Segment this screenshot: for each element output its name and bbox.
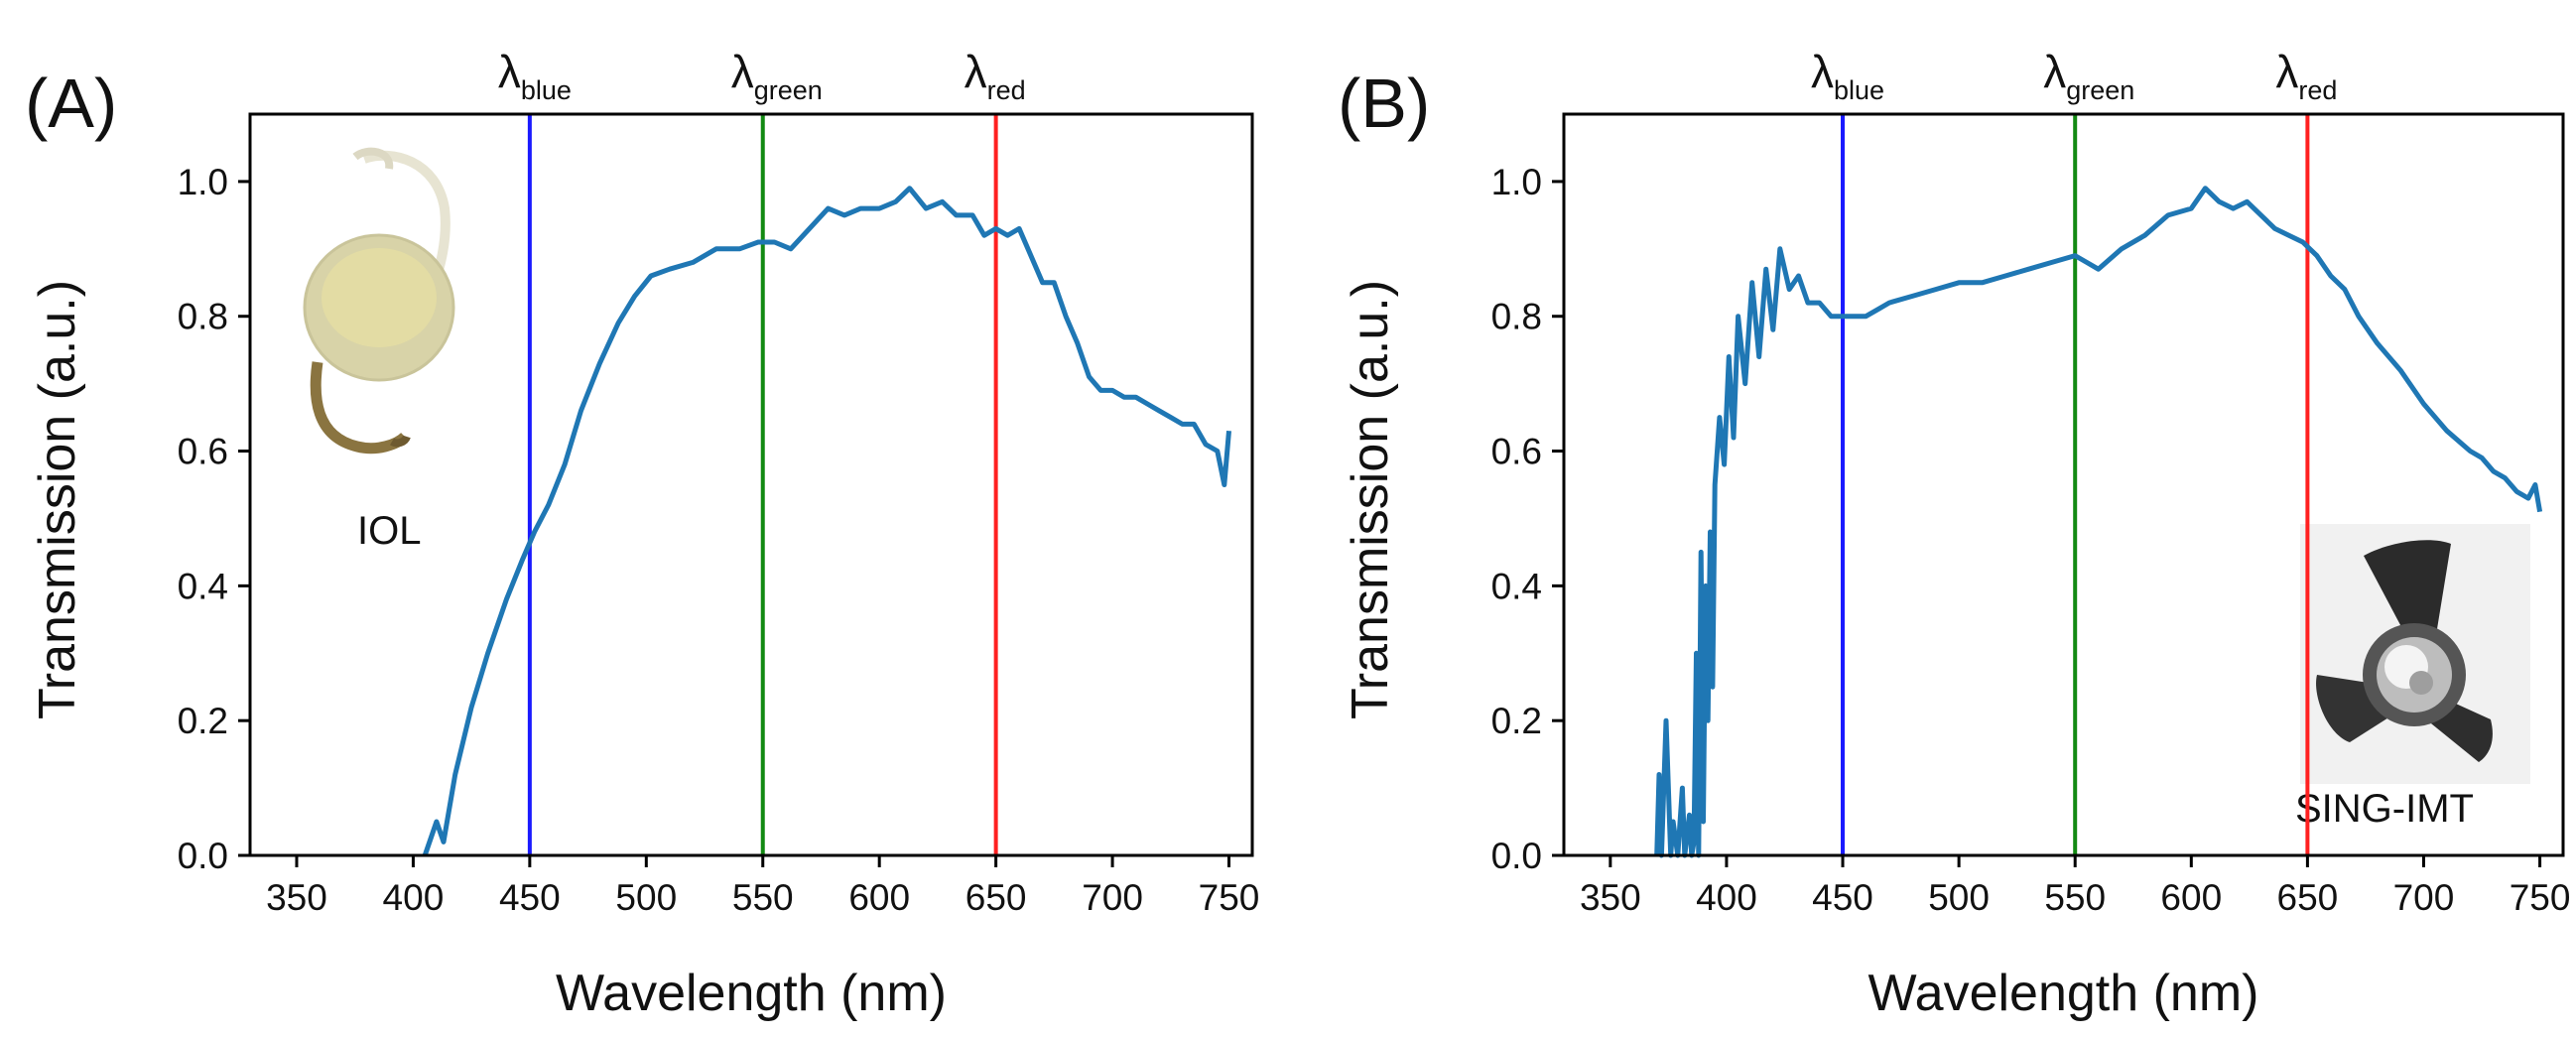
- y-axis-label-a: Transmission (a.u.): [29, 280, 86, 719]
- y-tick-label-b: 1.0: [1491, 162, 1542, 202]
- ref-label-blue-a: λblue: [498, 46, 572, 105]
- y-tick-label-b: 0.4: [1491, 566, 1542, 606]
- lambda-sub-green-b: green: [2066, 75, 2134, 105]
- x-tick-label-a: 350: [266, 877, 327, 918]
- x-tick-label-a: 450: [499, 877, 561, 918]
- lambda-sub-blue-b: blue: [1834, 75, 1884, 105]
- x-tick-label-b: 650: [2277, 877, 2339, 918]
- y-tick-label-a: 0.4: [178, 566, 228, 606]
- inset-label-iol: IOL: [357, 509, 421, 553]
- x-tick-label-a: 550: [732, 877, 794, 918]
- x-tick-label-b: 550: [2044, 877, 2106, 918]
- x-tick-label-a: 600: [848, 877, 910, 918]
- y-tick-label-a: 0.0: [178, 836, 228, 876]
- lambda-symbol-blue-a: λ: [498, 46, 521, 97]
- intraocular-lens-icon: [303, 147, 455, 454]
- panel-a-label: (A): [25, 65, 117, 142]
- ref-label-blue-b: λblue: [1811, 46, 1884, 105]
- x-axis-label-a: Wavelength (nm): [556, 965, 947, 1022]
- y-tick-label-a: 0.6: [178, 432, 228, 472]
- y-tick-label-b: 0.8: [1491, 297, 1542, 337]
- x-tick-label-a: 500: [615, 877, 677, 918]
- panel-b-label: (B): [1338, 65, 1430, 142]
- x-tick-label-b: 600: [2160, 877, 2222, 918]
- ref-label-red-a: λred: [965, 46, 1026, 105]
- y-tick-label-b: 0.0: [1491, 836, 1542, 876]
- x-tick-label-b: 750: [2510, 877, 2571, 918]
- x-tick-label-a: 400: [383, 877, 445, 918]
- x-tick-label-b: 700: [2393, 877, 2455, 918]
- axes-frame-b: [1562, 112, 2565, 857]
- x-tick-label-b: 350: [1580, 877, 1641, 918]
- lambda-symbol-blue-b: λ: [1811, 46, 1834, 97]
- implantable-miniature-telescope-icon: [2300, 524, 2530, 784]
- x-tick-label-a: 700: [1082, 877, 1143, 918]
- x-tick-label-b: 400: [1696, 877, 1757, 918]
- x-tick-label-b: 450: [1812, 877, 1873, 918]
- lambda-symbol-green-b: λ: [2043, 46, 2066, 97]
- y-tick-label-a: 0.8: [178, 297, 228, 337]
- lambda-sub-green-a: green: [754, 75, 823, 105]
- lambda-sub-red-b: red: [2298, 75, 2337, 105]
- axes-frame-a: [248, 112, 1254, 857]
- x-axis-label-b: Wavelength (nm): [1868, 965, 2259, 1022]
- y-tick-label-a: 0.2: [178, 701, 228, 741]
- ref-label-red-b: λred: [2275, 46, 2337, 105]
- inset-label-sing-imt: SING-IMT: [2295, 787, 2474, 831]
- ref-label-green-a: λgreen: [731, 46, 823, 105]
- lambda-symbol-green-a: λ: [731, 46, 754, 97]
- lambda-symbol-red-a: λ: [965, 46, 987, 97]
- y-tick-label-b: 0.2: [1491, 701, 1542, 741]
- lambda-sub-red-a: red: [987, 75, 1026, 105]
- y-axis-label-b: Transmission (a.u.): [1342, 280, 1399, 719]
- x-tick-label-a: 750: [1199, 877, 1260, 918]
- series-line-a: [422, 186, 1231, 856]
- lambda-symbol-red-b: λ: [2275, 46, 2298, 97]
- x-tick-label-a: 650: [966, 877, 1027, 918]
- lambda-sub-blue-a: blue: [521, 75, 572, 105]
- ref-label-green-b: λgreen: [2043, 46, 2134, 105]
- y-tick-label-b: 0.6: [1491, 432, 1542, 472]
- x-tick-label-b: 500: [1928, 877, 1990, 918]
- series-line-b: [1654, 186, 2543, 858]
- y-tick-label-a: 1.0: [178, 162, 228, 202]
